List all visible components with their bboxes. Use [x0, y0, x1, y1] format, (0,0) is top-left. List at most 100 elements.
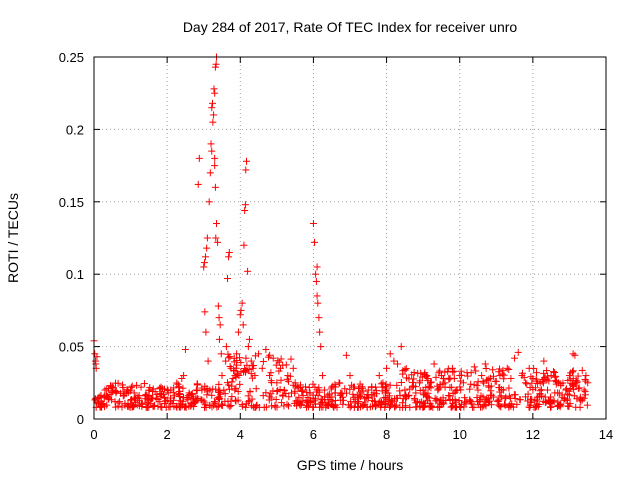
data-point: [206, 169, 214, 177]
data-point: [497, 393, 505, 401]
data-point: [568, 380, 576, 388]
data-point: [134, 393, 142, 401]
data-point: [215, 314, 223, 322]
data-point: [154, 402, 162, 410]
data-point: [344, 401, 352, 409]
data-point: [386, 350, 394, 358]
data-point: [482, 364, 490, 372]
data-point: [289, 364, 297, 372]
y-tick-label: 0.25: [59, 50, 84, 65]
data-point: [397, 343, 405, 351]
data-point: [509, 403, 517, 411]
data-point: [547, 372, 555, 380]
data-point: [401, 386, 409, 394]
data-point: [501, 401, 509, 409]
data-point: [317, 403, 325, 411]
data-point: [349, 390, 357, 398]
data-point: [573, 395, 581, 403]
data-point: [120, 388, 128, 396]
data-point: [496, 402, 504, 410]
data-point: [298, 386, 306, 394]
data-point: [551, 373, 559, 381]
data-point: [244, 392, 252, 400]
data-point: [312, 388, 320, 396]
data-point: [262, 389, 270, 397]
data-point: [372, 383, 380, 391]
data-point: [212, 385, 220, 393]
data-point: [516, 396, 524, 404]
data-point: [531, 384, 539, 392]
data-point: [565, 402, 573, 410]
data-point: [114, 379, 122, 387]
data-point: [533, 377, 541, 385]
data-point: [562, 386, 570, 394]
data-point: [272, 361, 280, 369]
data-point: [192, 393, 200, 401]
data-point: [511, 354, 519, 362]
data-point: [531, 397, 539, 405]
data-point: [428, 402, 436, 410]
data-point: [238, 400, 246, 408]
data-point: [505, 402, 513, 410]
x-axis-label: GPS time / hours: [297, 457, 404, 473]
data-point: [436, 381, 444, 389]
data-point: [291, 379, 299, 387]
data-point: [423, 372, 431, 380]
data-point: [279, 392, 287, 400]
data-point: [350, 383, 358, 391]
data-point: [574, 384, 582, 392]
data-point: [244, 267, 252, 275]
data-point: [330, 403, 338, 411]
data-point: [339, 400, 347, 408]
data-point: [207, 140, 215, 148]
data-point: [225, 248, 233, 256]
data-point: [246, 397, 254, 405]
data-point: [348, 381, 356, 389]
data-point: [271, 403, 279, 411]
data-point: [452, 386, 460, 394]
data-point: [208, 147, 216, 155]
data-point: [234, 328, 242, 336]
data-point: [180, 372, 188, 380]
data-point: [415, 379, 423, 387]
data-point: [315, 384, 323, 392]
data-point: [481, 360, 489, 368]
data-point: [285, 393, 293, 401]
data-point: [558, 393, 566, 401]
data-point: [137, 383, 145, 391]
data-point: [287, 389, 295, 397]
data-point: [496, 365, 504, 373]
data-point: [197, 396, 205, 404]
data-point: [505, 392, 513, 400]
data-point: [382, 389, 390, 397]
data-point: [274, 387, 282, 395]
data-point: [243, 157, 251, 165]
data-point: [394, 360, 402, 368]
data-point: [225, 354, 233, 362]
data-point: [492, 377, 500, 385]
data-point: [208, 104, 216, 112]
data-point: [388, 397, 396, 405]
data-point: [299, 391, 307, 399]
data-point: [210, 111, 218, 119]
data-point: [554, 379, 562, 387]
data-point: [306, 389, 314, 397]
data-point: [541, 374, 549, 382]
data-point: [228, 382, 236, 390]
data-point: [462, 398, 470, 406]
data-point: [112, 389, 120, 397]
data-point: [406, 403, 414, 411]
data-point: [311, 238, 319, 246]
data-point: [435, 385, 443, 393]
data-point: [500, 386, 508, 394]
data-point: [156, 398, 164, 406]
data-point: [353, 391, 361, 399]
data-point: [311, 383, 319, 391]
data-point: [505, 365, 513, 373]
data-point: [140, 380, 148, 388]
data-point: [283, 400, 291, 408]
data-point: [302, 396, 310, 404]
y-tick-label: 0.2: [66, 122, 84, 137]
data-point: [203, 244, 211, 252]
